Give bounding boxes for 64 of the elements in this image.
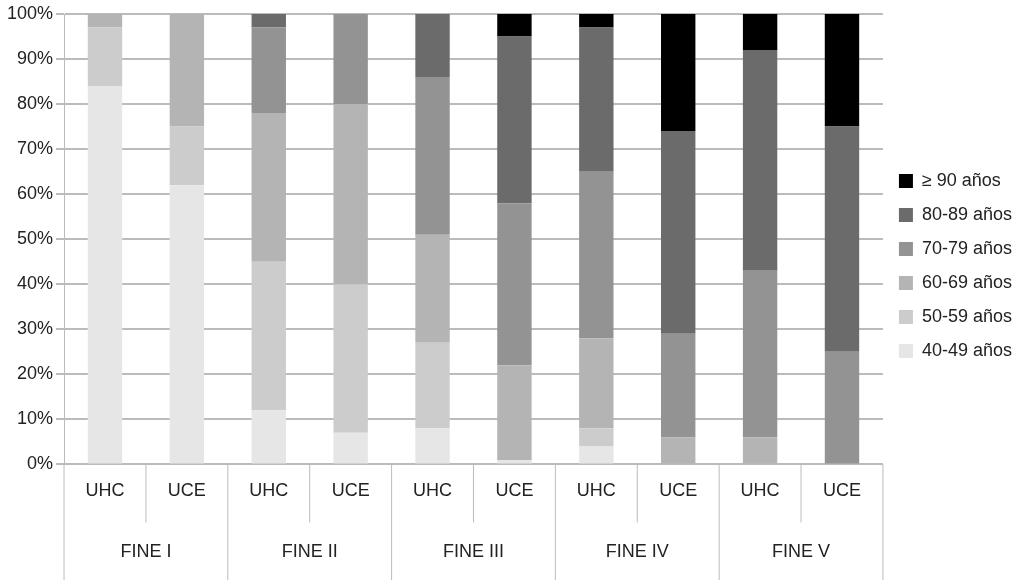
legend-label: 50-59 años — [921, 305, 1013, 326]
x-tick-label: UCE — [167, 480, 206, 501]
y-tick-label: 90% — [17, 48, 54, 69]
x-tick-label: UHC — [249, 480, 289, 501]
y-tick-label: 10% — [17, 408, 54, 429]
bar — [579, 27, 614, 172]
legend-label: 60-69 años — [921, 271, 1013, 292]
legend-label: 70-79 años — [921, 237, 1013, 258]
y-tick-label: 80% — [17, 93, 54, 114]
bar — [415, 14, 450, 78]
bar — [333, 432, 368, 464]
y-tick-label: 0% — [27, 453, 54, 474]
y-tick-label: 40% — [17, 273, 54, 294]
x-tick-label: UHC — [85, 480, 125, 501]
bar — [415, 77, 450, 235]
x-tick-label: UCE — [331, 480, 370, 501]
bar — [169, 126, 205, 186]
y-tick-label: 60% — [17, 183, 54, 204]
bar — [579, 14, 614, 28]
bar — [87, 86, 123, 464]
y-tick-label: 70% — [17, 138, 54, 159]
bar — [579, 428, 614, 447]
legend-label: ≥ 90 años — [921, 169, 1001, 190]
bar — [497, 203, 532, 366]
y-tick-label: 20% — [17, 363, 54, 384]
bar — [251, 27, 286, 114]
bar — [661, 333, 696, 438]
legend-label: 80-89 años — [921, 203, 1013, 224]
bar — [661, 14, 696, 132]
bar — [169, 185, 205, 464]
bar — [87, 27, 123, 87]
bar — [824, 351, 860, 464]
bar — [579, 171, 614, 339]
text: FINE II — [281, 541, 338, 562]
bar — [742, 50, 778, 271]
x-tick-label: UHC — [576, 480, 616, 501]
bar — [333, 284, 368, 433]
bar — [251, 261, 286, 411]
y-tick-label: 100% — [6, 2, 54, 23]
bar — [497, 36, 532, 204]
bar — [497, 14, 532, 37]
y-tick-label: 50% — [17, 228, 54, 249]
bar — [251, 14, 286, 28]
x-tick-label: UCE — [495, 480, 534, 501]
text: FINE III — [442, 541, 504, 562]
x-tick-label: UCE — [822, 480, 861, 501]
text: FINE IV — [605, 541, 669, 562]
bar — [742, 14, 778, 51]
bar — [661, 131, 696, 334]
bar — [333, 14, 368, 105]
x-tick-label: UHC — [413, 480, 453, 501]
y-tick-label: 30% — [17, 318, 54, 339]
legend-label: 40-49 años — [921, 339, 1013, 360]
bar — [579, 446, 614, 464]
text: FINE I — [120, 541, 172, 562]
bar — [251, 410, 286, 464]
bar — [824, 14, 860, 127]
bar — [742, 270, 778, 438]
bar — [415, 342, 450, 429]
bar — [415, 428, 450, 464]
bar — [824, 126, 860, 352]
x-tick-label: UHC — [740, 480, 780, 501]
text: FINE V — [772, 541, 831, 562]
x-tick-label: UCE — [659, 480, 698, 501]
